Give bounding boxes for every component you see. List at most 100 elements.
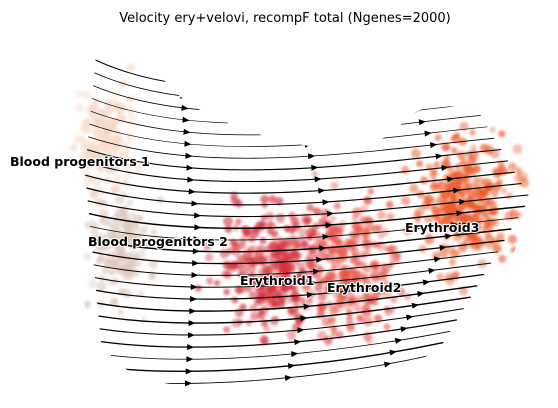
- cell-point: [117, 309, 123, 315]
- cell-point: [225, 226, 233, 234]
- streamline-arrow: [192, 260, 199, 266]
- cell-point: [138, 215, 144, 221]
- streamline-arrow: [305, 141, 312, 147]
- cell-point: [463, 183, 472, 192]
- cell-point: [90, 191, 98, 199]
- cell-point: [424, 196, 431, 203]
- cell-point: [401, 196, 410, 205]
- cell-point: [227, 263, 236, 272]
- cell-point: [231, 239, 239, 247]
- cell-point: [466, 202, 476, 212]
- cell-point: [135, 225, 141, 231]
- cell-point: [280, 266, 287, 273]
- cell-point: [111, 257, 120, 266]
- cell-point: [205, 253, 214, 262]
- cell-point: [223, 326, 230, 333]
- cell-point: [75, 104, 83, 112]
- cell-point: [267, 229, 273, 235]
- cell-point: [450, 135, 456, 141]
- cell-point: [416, 160, 423, 167]
- cell-point: [484, 221, 491, 228]
- cell-point: [322, 317, 332, 327]
- streamline-arrow: [428, 267, 436, 274]
- cell-point: [127, 64, 135, 72]
- cell-point: [69, 144, 77, 152]
- cell-point: [425, 235, 435, 245]
- streamline-arrow: [188, 332, 195, 338]
- cell-point: [235, 219, 242, 226]
- cell-point: [280, 240, 287, 247]
- cell-point: [289, 227, 296, 234]
- cell-point: [75, 90, 83, 98]
- cell-point: [116, 222, 123, 229]
- cell-point: [513, 174, 522, 183]
- streamline: [90, 124, 488, 147]
- cell-point: [508, 235, 517, 244]
- cell-point: [384, 323, 391, 330]
- cell-point: [511, 247, 518, 254]
- streamline-arrow: [402, 84, 410, 91]
- cell-point: [354, 270, 362, 278]
- streamline-arrow: [311, 164, 318, 170]
- cell-point: [287, 331, 297, 341]
- streamline-arrow: [291, 95, 298, 101]
- cell-point: [381, 264, 391, 274]
- cell-point: [122, 268, 129, 275]
- cell-point: [81, 125, 91, 135]
- cluster-label: Erythroid1: [240, 273, 314, 288]
- streamline-arrow: [308, 153, 315, 159]
- cell-point: [299, 297, 306, 304]
- streamline-arrow: [295, 107, 302, 113]
- cell-point: [506, 192, 513, 199]
- cell-point: [318, 266, 325, 273]
- cell-point: [237, 255, 246, 264]
- streamline-arrow: [288, 83, 295, 89]
- cell-point: [443, 203, 451, 211]
- cell-point: [82, 91, 91, 100]
- cell-point: [295, 243, 301, 249]
- cell-point: [214, 280, 220, 286]
- streamline-arrow: [181, 105, 189, 112]
- streamline-arrow: [288, 362, 296, 369]
- cell-point: [409, 184, 418, 193]
- cell-point: [127, 115, 136, 124]
- streamline: [93, 86, 467, 112]
- cell-point: [469, 129, 476, 136]
- streamline-arrow: [186, 356, 193, 362]
- chart-title: Velocity ery+velovi, recompF total (Ngen…: [119, 11, 451, 26]
- cell-point: [515, 168, 522, 175]
- cell-point: [369, 273, 376, 280]
- cell-point: [474, 203, 482, 211]
- cell-point: [465, 166, 474, 175]
- cell-point: [312, 171, 318, 177]
- cell-point: [430, 183, 439, 192]
- cell-point: [84, 222, 90, 228]
- cell-point: [513, 144, 523, 154]
- cell-point: [307, 298, 313, 304]
- streamline-arrow: [301, 130, 308, 136]
- cell-point: [264, 326, 271, 333]
- cell-point: [74, 136, 82, 144]
- cell-point: [239, 243, 246, 250]
- streamline: [96, 60, 454, 88]
- streamline-arrow: [183, 129, 191, 136]
- cluster-label: Blood progenitors 2: [88, 234, 228, 249]
- streamline: [102, 331, 450, 359]
- cell-point: [298, 228, 308, 238]
- cell-point: [433, 161, 440, 168]
- cell-point: [477, 187, 485, 195]
- cell-point: [338, 271, 346, 279]
- streamline-arrow: [424, 130, 432, 137]
- streamline-arrow: [423, 279, 431, 286]
- streamline-arrow: [189, 308, 196, 314]
- streamline-arrow: [294, 339, 302, 346]
- cell-point: [460, 204, 466, 210]
- cell-point: [355, 227, 362, 234]
- cell-point: [84, 253, 92, 261]
- streamline-arrow: [413, 107, 421, 114]
- cell-point: [331, 239, 339, 247]
- cell-point: [126, 108, 134, 116]
- cell-point: [250, 257, 259, 266]
- streamline-arrow: [419, 118, 427, 125]
